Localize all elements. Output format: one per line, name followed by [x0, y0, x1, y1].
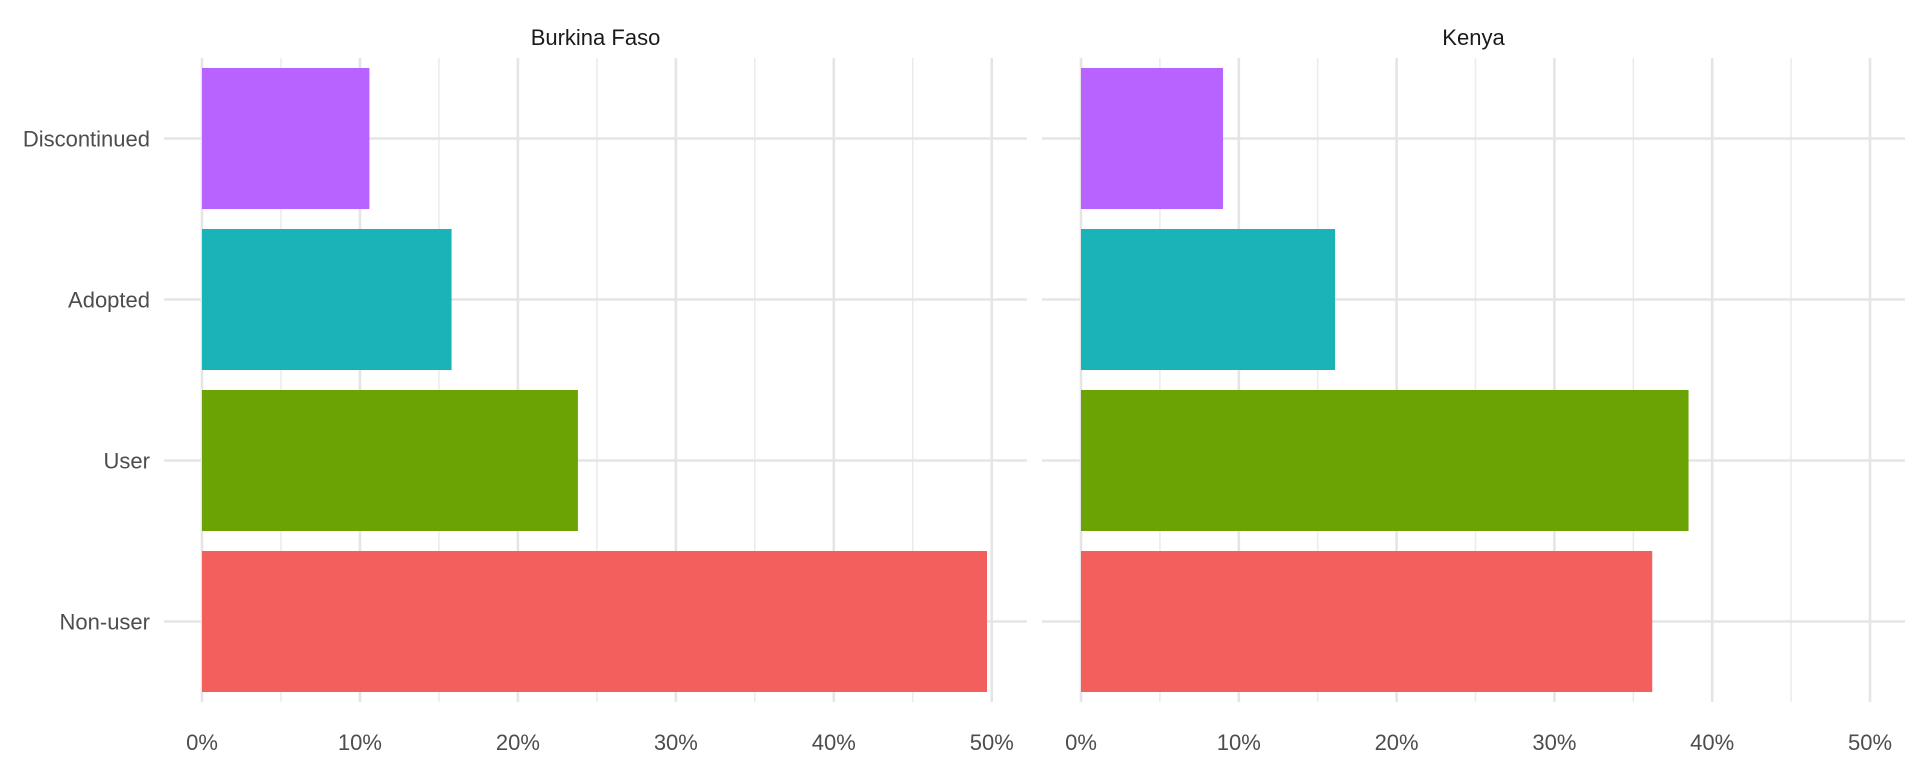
panel-burkina-faso: Burkina Faso 0% 10% 20% 30% 40% 50% [164, 25, 1027, 755]
x-tick-label: 0% [186, 730, 218, 755]
bar-burkina-faso-adopted [202, 229, 452, 370]
x-tick-label: 0% [1065, 730, 1097, 755]
x-tick-label: 40% [1690, 730, 1734, 755]
panels: Burkina Faso 0% 10% 20% 30% 40% 50% Kenya 0% 10% 2… [164, 25, 1905, 755]
bar-kenya-non-user [1081, 551, 1653, 692]
bar-kenya-user [1081, 390, 1689, 531]
x-tick-label: 30% [1532, 730, 1576, 755]
bar-burkina-faso-discontinued [202, 68, 370, 209]
x-tick-label: 50% [1848, 730, 1892, 755]
x-tick-label: 30% [654, 730, 698, 755]
panel-title: Burkina Faso [531, 25, 661, 50]
x-tick-label: 10% [338, 730, 382, 755]
bar-burkina-faso-non-user [202, 551, 988, 692]
y-tick-label: Adopted [68, 288, 150, 313]
bar-kenya-discontinued [1081, 68, 1224, 209]
x-tick-label: 10% [1217, 730, 1261, 755]
y-tick-label: User [104, 449, 150, 474]
y-axis-labels: Non-user User Adopted Discontinued [23, 127, 150, 635]
bar-kenya-adopted [1081, 229, 1336, 370]
x-tick-label: 40% [812, 730, 856, 755]
x-tick-label: 50% [970, 730, 1014, 755]
x-tick-label: 20% [496, 730, 540, 755]
bar-burkina-faso-user [202, 390, 578, 531]
x-tick-label: 20% [1375, 730, 1419, 755]
y-tick-label: Non-user [60, 610, 150, 635]
y-tick-label: Discontinued [23, 127, 150, 152]
panel-kenya: Kenya 0% 10% 20% 30% 40% 50% [1042, 25, 1905, 755]
panel-title: Kenya [1442, 25, 1505, 50]
